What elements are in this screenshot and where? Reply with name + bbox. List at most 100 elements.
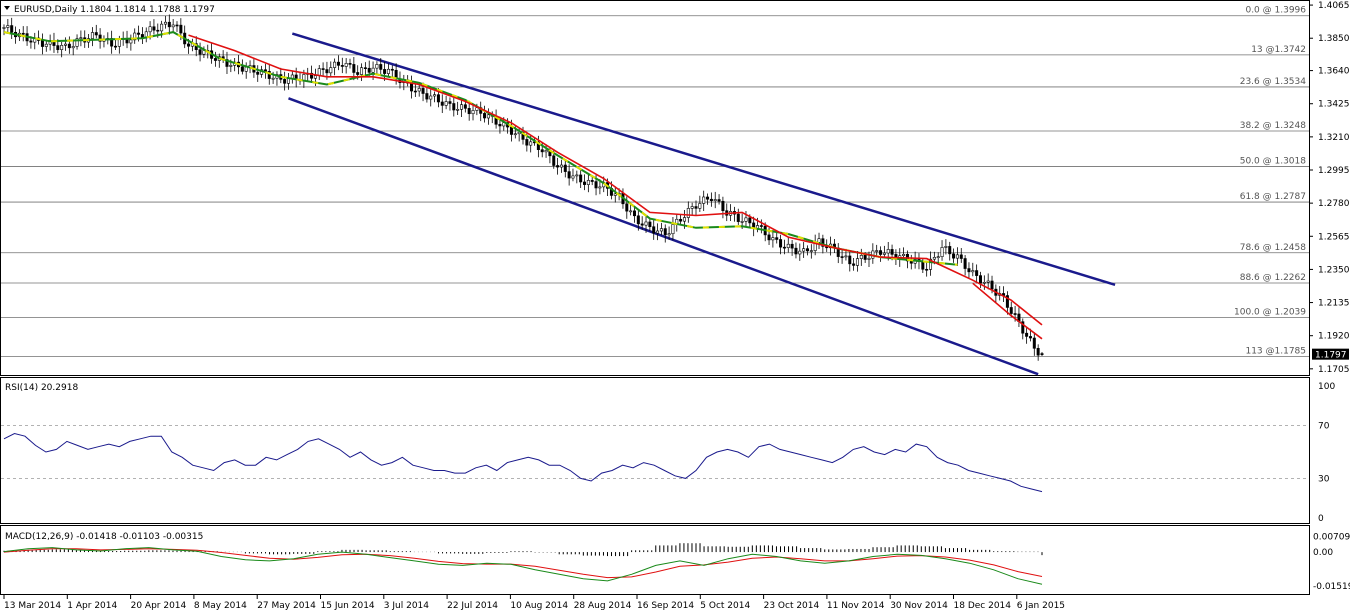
- candle-body: [663, 228, 667, 236]
- fibonacci-levels[interactable]: 0.0 @ 1.3996 13 @1.3742 23.6 @ 1.3534 38.2 …: [1, 6, 1309, 357]
- candle-body: [1013, 313, 1017, 315]
- candle-body: [525, 139, 529, 146]
- slow-moving-average-alt-segments: [3, 31, 958, 266]
- price-tick-label: 1.4065: [1318, 1, 1350, 11]
- candle-body: [579, 174, 583, 183]
- candle-body: [625, 203, 629, 212]
- date-tick-label: 6 Jan 2015: [1017, 601, 1065, 611]
- macd-indicator: 0.00709 0.00 -0.01519: [3, 532, 1350, 592]
- date-tick-label: 27 May 2014: [257, 601, 316, 611]
- candle-body: [356, 72, 360, 75]
- candle-body: [721, 200, 725, 212]
- dropdown-arrow-icon[interactable]: [4, 6, 10, 10]
- candle-body: [113, 45, 117, 48]
- candle-body: [590, 180, 594, 182]
- candle-body: [613, 193, 617, 196]
- current-price-badge-label: 1.1797: [1315, 351, 1347, 361]
- candle-body: [544, 150, 548, 153]
- candle-body: [463, 104, 467, 109]
- candle-body: [452, 103, 456, 111]
- candle-body: [417, 88, 421, 92]
- candle-body: [1032, 337, 1036, 349]
- candle-body: [986, 280, 990, 283]
- candle-body: [329, 67, 333, 74]
- candle-body: [6, 25, 10, 28]
- candle-body: [471, 110, 475, 115]
- candle-body: [171, 24, 175, 28]
- candle-body: [863, 255, 867, 260]
- candle-body: [448, 101, 452, 104]
- candle-body: [486, 114, 490, 119]
- candle-body: [571, 175, 575, 179]
- candle-body: [425, 93, 429, 100]
- candle-body: [978, 275, 982, 284]
- candle-body: [71, 46, 75, 49]
- date-tick-label: 30 Nov 2014: [890, 601, 948, 611]
- candle-body: [267, 71, 271, 79]
- candle-body: [440, 101, 444, 106]
- candle-body: [736, 213, 740, 222]
- fib-level-label: 13 @1.3742: [1251, 45, 1306, 55]
- moving-averages: [3, 31, 1043, 340]
- date-tick-label: 11 Nov 2014: [827, 601, 885, 611]
- candle-body: [598, 186, 602, 189]
- candle-body: [682, 217, 686, 222]
- macd-tick-label: 0.00709: [1313, 532, 1350, 542]
- candle-body: [367, 67, 371, 73]
- rsi-title: RSI(14) 20.2918: [5, 383, 78, 393]
- candle-body: [855, 258, 859, 266]
- candle-body: [936, 256, 940, 259]
- candle-body: [779, 239, 783, 248]
- candle-body: [1021, 321, 1025, 334]
- price-panel-frame[interactable]: [0, 0, 1310, 376]
- price-candles: [2, 14, 1044, 361]
- candle-body: [390, 68, 394, 71]
- macd-panel-frame[interactable]: [0, 525, 1310, 595]
- candle-body: [629, 210, 633, 213]
- slow-moving-average-line: [3, 31, 958, 266]
- rsi-line: [3, 432, 1043, 493]
- candle-body: [556, 165, 560, 168]
- candle-body: [809, 250, 813, 252]
- symbol-header: EURUSD,Daily 1.1804 1.1814 1.1788 1.1797: [14, 5, 215, 15]
- candle-body: [594, 181, 598, 189]
- candle-body: [352, 64, 356, 73]
- price-tick-label: 1.2565: [1318, 232, 1350, 242]
- descending-channel[interactable]: [288, 32, 1116, 376]
- candle-body: [117, 39, 121, 47]
- candle-body: [1009, 307, 1013, 314]
- price-tick-label: 1.3850: [1318, 34, 1350, 44]
- candle-body: [2, 27, 6, 29]
- candle-body: [1025, 332, 1029, 337]
- candle-body: [817, 238, 821, 243]
- candle-body: [867, 257, 871, 260]
- price-tick-label: 1.2995: [1318, 166, 1350, 176]
- candle-body: [383, 69, 387, 74]
- candle-body: [213, 58, 217, 61]
- candle-body: [325, 69, 329, 74]
- fib-level-label: 38.2 @ 1.3248: [1240, 121, 1307, 131]
- date-tick-label: 15 Jun 2014: [321, 601, 375, 611]
- candle-body: [713, 199, 717, 202]
- candle-body: [959, 254, 963, 259]
- rsi-panel-frame[interactable]: [0, 377, 1310, 524]
- candle-body: [133, 32, 137, 41]
- candle-body: [702, 196, 706, 204]
- candle-body: [886, 249, 890, 254]
- macd-tick-label: 0.00: [1313, 548, 1333, 558]
- candle-body: [567, 171, 571, 179]
- candle-body: [129, 39, 133, 44]
- candle-body: [748, 217, 752, 224]
- date-tick-label: 18 Dec 2014: [954, 601, 1012, 611]
- rsi-tick-label: 0: [1318, 514, 1324, 524]
- candle-body: [140, 34, 144, 38]
- candle-body: [271, 77, 275, 80]
- candle-body: [821, 238, 825, 247]
- candle-body: [483, 113, 487, 119]
- price-tick-label: 1.3210: [1318, 133, 1350, 143]
- date-tick-label: 23 Oct 2014: [764, 601, 820, 611]
- candle-body: [1028, 336, 1032, 339]
- candle-body: [433, 94, 437, 97]
- candle-body: [852, 263, 856, 266]
